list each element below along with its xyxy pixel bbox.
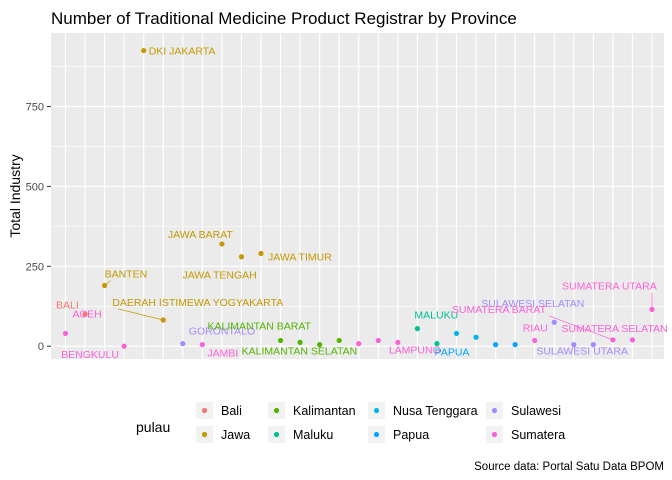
data-point bbox=[571, 342, 577, 348]
chart-title: Number of Traditional Medicine Product R… bbox=[51, 9, 517, 28]
data-point bbox=[414, 326, 420, 332]
point-label: JAWA BARAT bbox=[168, 229, 234, 241]
point-label: DKI JAKARTA bbox=[149, 46, 216, 58]
point-label: DAERAH ISTIMEWA YOGYAKARTA bbox=[112, 297, 283, 309]
data-point bbox=[317, 342, 323, 348]
point-label: BANTEN bbox=[105, 268, 148, 280]
point-label: JAWA TENGAH bbox=[182, 270, 256, 282]
data-point bbox=[82, 311, 88, 317]
data-point bbox=[493, 342, 499, 348]
legend-entry-label: Nusa Tenggara bbox=[393, 404, 478, 418]
legend-entry-label: Kalimantan bbox=[293, 404, 356, 418]
legend-entry-label: Sulawesi bbox=[511, 404, 561, 418]
point-label: MALUKU bbox=[414, 310, 458, 322]
y-tick-label: 0 bbox=[38, 341, 44, 353]
data-point bbox=[258, 250, 264, 257]
data-point bbox=[473, 334, 479, 340]
legend-key-dot bbox=[273, 431, 280, 438]
point-label: LAMPUNG bbox=[389, 344, 441, 356]
data-points bbox=[62, 47, 655, 349]
data-point bbox=[297, 339, 303, 345]
point-label: JAMBI bbox=[207, 348, 238, 360]
y-axis-ticks: 0 250 500 750 bbox=[26, 102, 51, 353]
legend-key-dot bbox=[201, 407, 208, 414]
data-point bbox=[453, 330, 460, 337]
legend-title: pulau bbox=[136, 419, 170, 435]
point-label: BALI bbox=[56, 299, 79, 311]
legend-key-dot bbox=[373, 431, 380, 438]
caption: Source data: Portal Satu Data BPOM bbox=[474, 461, 664, 473]
legend-key-dot bbox=[491, 407, 498, 414]
label-leader-line bbox=[104, 280, 111, 286]
y-tick-label: 250 bbox=[26, 261, 44, 273]
point-label: KALIMANTAN BARAT bbox=[208, 320, 312, 332]
y-tick-label: 500 bbox=[26, 181, 44, 193]
label-leader-line bbox=[118, 308, 164, 321]
point-label: BENGKULU bbox=[61, 349, 119, 361]
data-point bbox=[199, 342, 205, 348]
legend-entry-label: Papua bbox=[393, 428, 429, 442]
point-label: SULAWESI SELATAN bbox=[481, 298, 584, 310]
data-point bbox=[629, 337, 636, 343]
legend-entry-label: Maluku bbox=[293, 428, 333, 442]
point-label: PAPUA bbox=[435, 347, 470, 359]
y-tick-label: 750 bbox=[26, 102, 44, 114]
legend-entry-label: Sumatera bbox=[511, 428, 565, 442]
gridlines bbox=[51, 33, 664, 359]
point-label: RIAU bbox=[523, 322, 548, 334]
data-point bbox=[219, 241, 225, 247]
data-point bbox=[141, 47, 147, 54]
data-point bbox=[434, 341, 440, 347]
data-point bbox=[62, 330, 69, 337]
legend-key-dot bbox=[373, 407, 380, 414]
point-label: ACEH bbox=[73, 308, 102, 320]
point-label: GORONTALO bbox=[189, 326, 255, 338]
legend-entry-label: Bali bbox=[221, 404, 242, 418]
legend-key-dot bbox=[273, 407, 280, 414]
point-label: SULAWESI UTARA bbox=[536, 346, 628, 358]
data-point bbox=[336, 337, 342, 344]
data-point bbox=[238, 254, 245, 260]
legend: pulau Bali Jawa Kalimantan Maluku Nusa Tengg… bbox=[136, 402, 565, 443]
data-point bbox=[277, 337, 284, 344]
point-label: SUMATERA UTARA bbox=[562, 280, 657, 292]
data-point bbox=[590, 342, 596, 348]
label-leader-line bbox=[548, 315, 614, 341]
data-point bbox=[180, 341, 186, 347]
legend-key-dot bbox=[201, 431, 208, 438]
point-label: JAWA TIMUR bbox=[268, 252, 332, 264]
point-label: SUMATERA BARAT bbox=[452, 304, 547, 316]
data-point bbox=[121, 343, 127, 349]
data-point bbox=[512, 342, 518, 348]
data-point bbox=[532, 337, 538, 344]
point-label: KALIMANTAN SELATAN bbox=[242, 346, 358, 358]
legend-entry-label: Jawa bbox=[221, 428, 250, 442]
y-axis-title: Total Industry bbox=[7, 154, 23, 237]
data-point bbox=[551, 319, 557, 325]
data-point bbox=[395, 339, 401, 345]
legend-key-dot bbox=[491, 431, 498, 438]
data-point bbox=[356, 341, 362, 347]
point-label: SUMATERA SELATAN bbox=[561, 323, 667, 335]
data-point bbox=[375, 337, 381, 344]
plot-panel bbox=[51, 33, 664, 359]
